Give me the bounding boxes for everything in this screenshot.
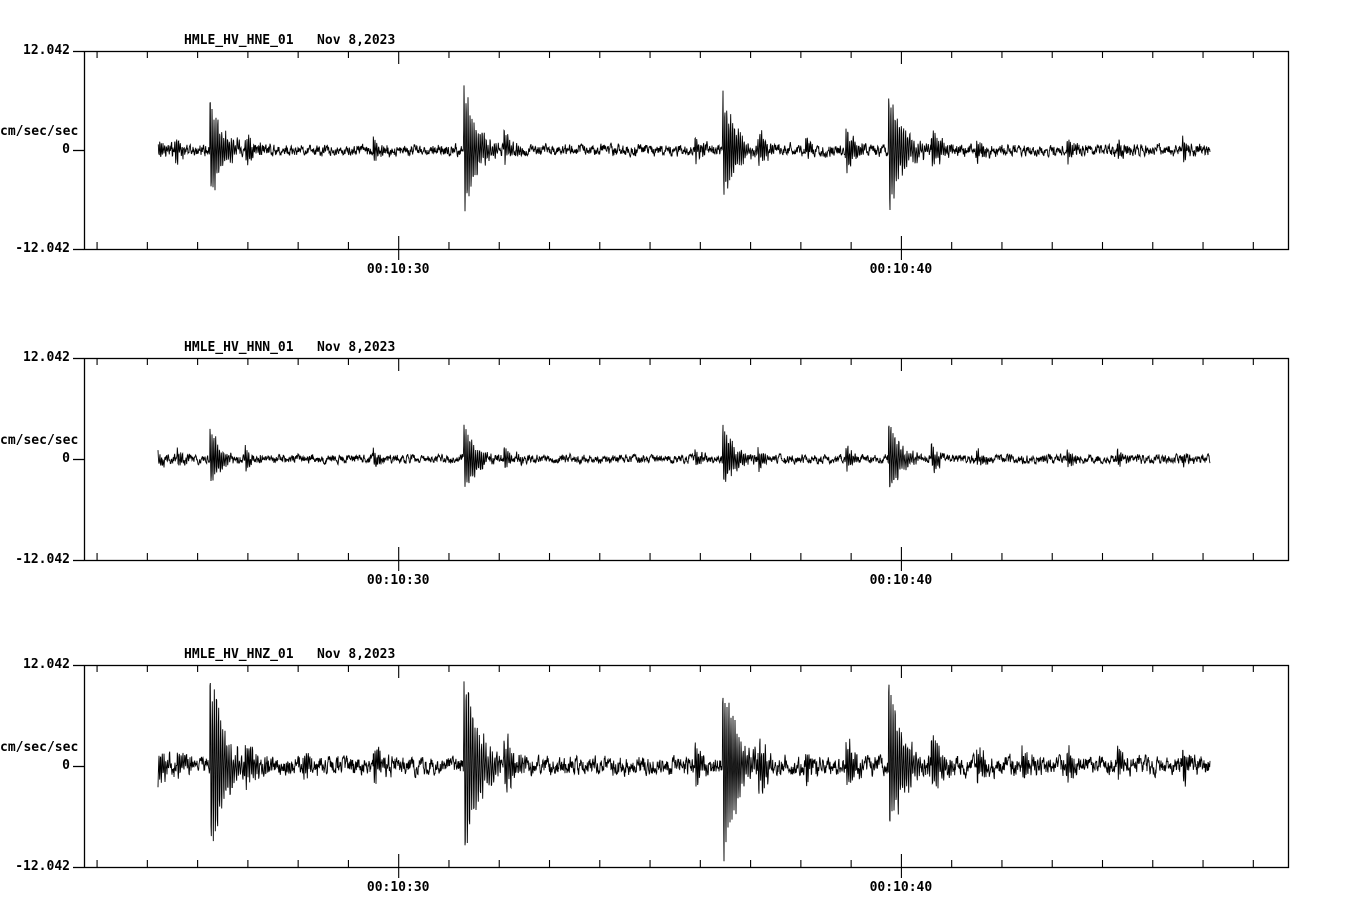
x-axis-tick-label: 00:10:40	[869, 880, 933, 895]
y-axis-tick-zero: 0	[62, 142, 70, 157]
waveform-trace	[157, 681, 1211, 862]
y-axis-tick-min: -12.042	[15, 241, 70, 256]
x-axis-tick-label: 00:10:40	[869, 262, 933, 277]
y-axis-tick-max: 12.042	[23, 350, 70, 365]
y-axis-units-label: cm/sec/sec	[0, 433, 79, 448]
y-axis-units-label: cm/sec/sec	[0, 124, 79, 139]
waveform-trace	[157, 424, 1211, 488]
plot-frame	[83, 664, 1290, 869]
y-axis-tick-min: -12.042	[15, 859, 70, 874]
x-axis-tick-label: 00:10:30	[366, 880, 430, 895]
panel-title: HMLE_HV_HNE_01 Nov 8,2023	[184, 33, 396, 48]
y-axis-tick-min: -12.042	[15, 552, 70, 567]
y-axis-units-label: cm/sec/sec	[0, 740, 79, 755]
x-axis-tick-label: 00:10:40	[869, 573, 933, 588]
y-axis-tick-max: 12.042	[23, 43, 70, 58]
y-axis-tick-zero: 0	[62, 758, 70, 773]
panel-title: HMLE_HV_HNN_01 Nov 8,2023	[184, 340, 396, 355]
x-axis-tick-label: 00:10:30	[366, 573, 430, 588]
y-axis-tick-max: 12.042	[23, 657, 70, 672]
plot-frame	[83, 50, 1290, 251]
waveform-trace	[157, 85, 1211, 212]
panel-title: HMLE_HV_HNZ_01 Nov 8,2023	[184, 647, 396, 662]
y-axis-tick-zero: 0	[62, 451, 70, 466]
plot-frame	[83, 357, 1290, 562]
x-axis-tick-label: 00:10:30	[366, 262, 430, 277]
